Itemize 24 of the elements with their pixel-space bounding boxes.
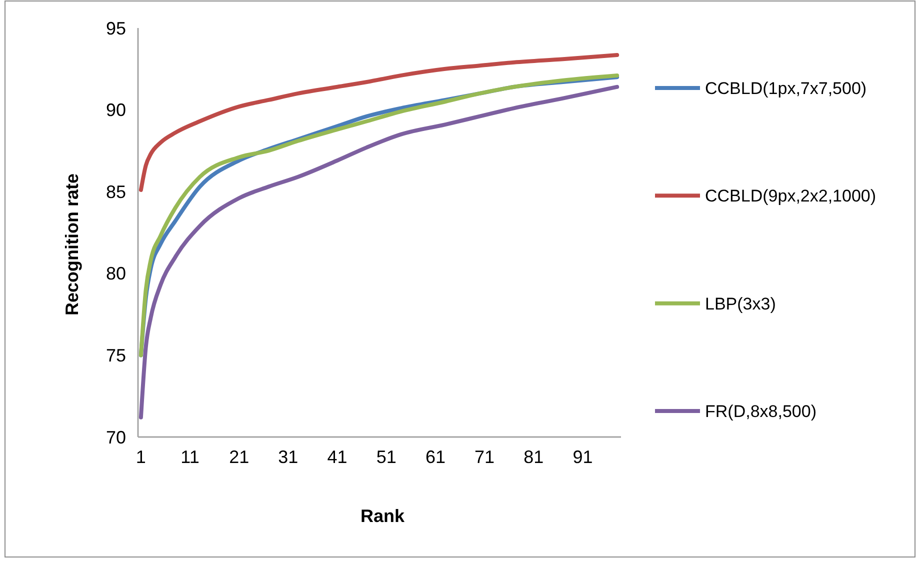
x-tick-label: 61 xyxy=(425,447,446,467)
x-tick-label: 91 xyxy=(572,447,593,467)
y-tick-label: 95 xyxy=(106,18,126,38)
legend-label: FR(D,8x8,500) xyxy=(705,402,816,421)
x-tick-label: 11 xyxy=(180,447,200,467)
x-tick-label: 51 xyxy=(376,447,396,467)
x-tick-label: 21 xyxy=(229,447,250,467)
legend-label: LBP(3x3) xyxy=(705,294,776,314)
x-tick-label: 31 xyxy=(278,447,298,467)
x-axis-title: Rank xyxy=(360,506,406,526)
y-tick-label: 80 xyxy=(106,264,126,284)
x-tick-label: 71 xyxy=(474,447,495,467)
y-tick-label: 70 xyxy=(106,427,126,448)
y-tick-label: 85 xyxy=(106,182,126,202)
legend-label: CCBLD(9px,2x2,1000) xyxy=(705,186,876,206)
y-tick-label: 90 xyxy=(106,100,126,120)
line-series xyxy=(138,52,620,192)
legend-label: CCBLD(1px,7x7,500) xyxy=(705,78,867,98)
y-tick-label: 75 xyxy=(106,346,126,366)
y-axis-title: Recognition rate xyxy=(62,173,82,316)
x-tick-label: 81 xyxy=(524,447,544,467)
x-tick-label: 41 xyxy=(327,447,348,467)
line-series xyxy=(138,84,620,420)
x-tick-label: 1 xyxy=(136,447,146,467)
